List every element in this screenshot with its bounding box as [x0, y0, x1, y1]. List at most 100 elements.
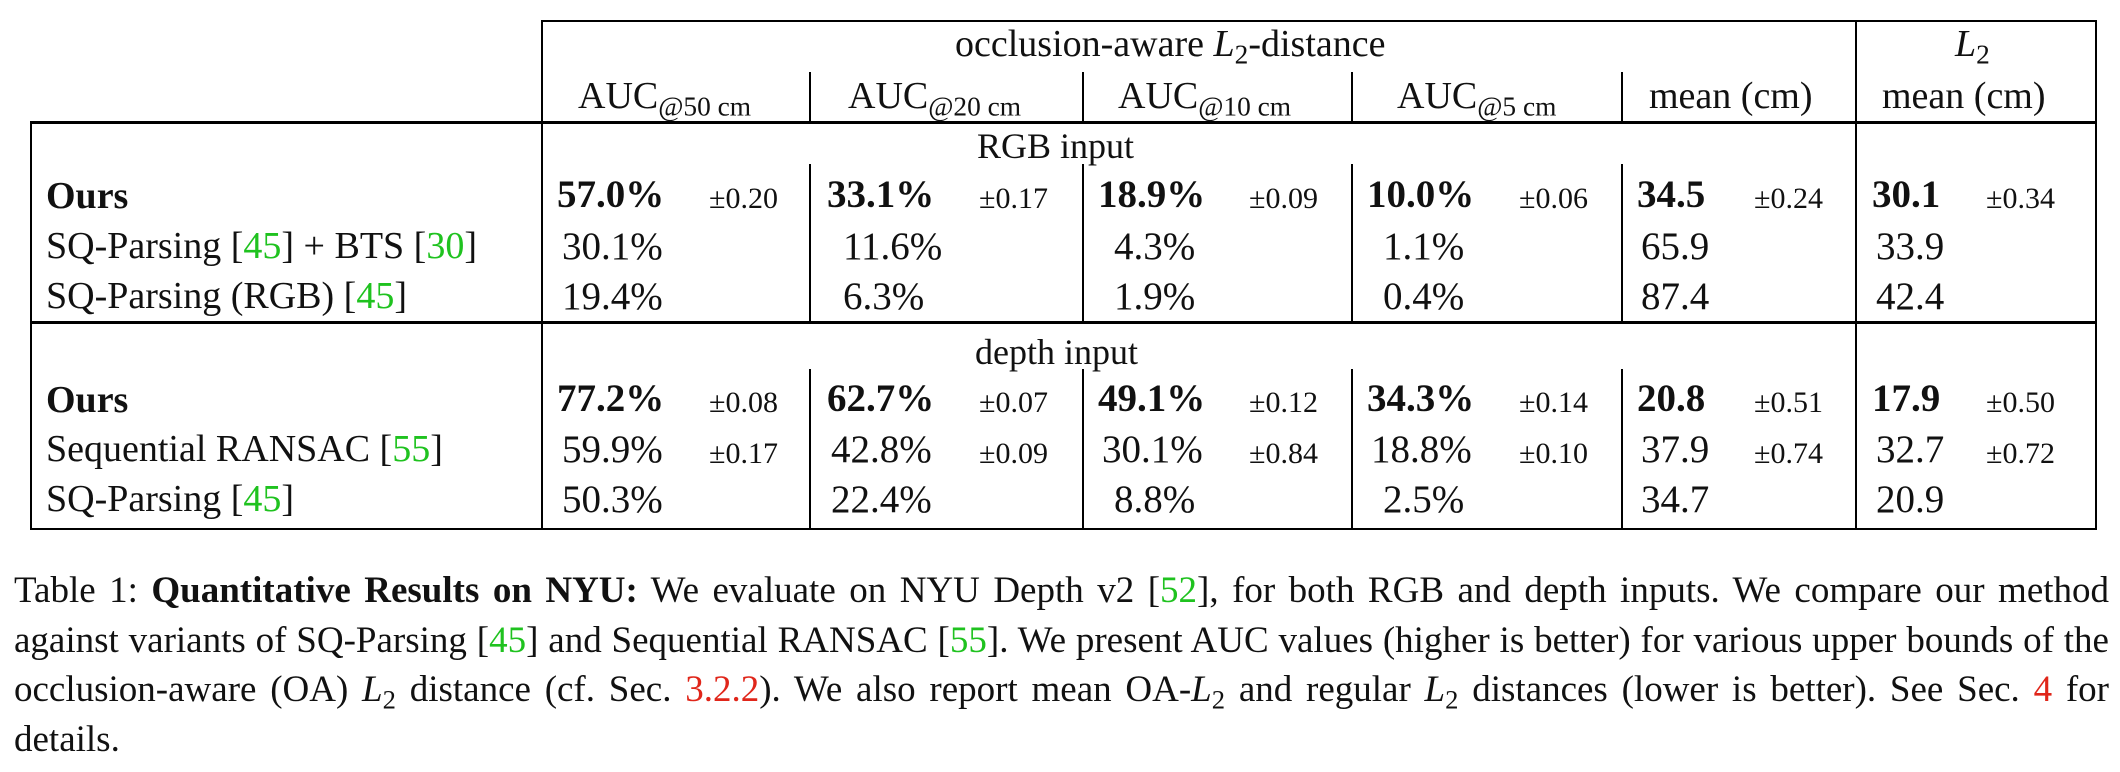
- header-auc10: AUC@10 cm: [1118, 75, 1292, 122]
- math-l2: L: [1191, 669, 1212, 710]
- cell-pm: ±0.72: [1986, 437, 2055, 470]
- method-sq-parsing-bts: SQ-Parsing [45] + BTS [30]: [46, 225, 477, 267]
- cell-value: 34.3%: [1367, 377, 1475, 420]
- cell-value: 37.9: [1641, 428, 1710, 471]
- math-l2: L: [362, 669, 383, 710]
- vrule-c1-body-b: [809, 369, 811, 530]
- vrule-c4-body-b: [1621, 369, 1623, 530]
- method-sq-parsing-rgb: SQ-Parsing (RGB) [45]: [46, 275, 407, 317]
- cell-value: 34.5: [1637, 173, 1706, 216]
- method-sequential-ransac: Sequential RANSAC [55]: [46, 428, 443, 470]
- vrule-right: [2095, 20, 2097, 530]
- caption-text: ] and Sequential RANSAC [: [526, 619, 950, 661]
- cell-value: 77.2%: [557, 377, 665, 420]
- caption-text: ]. We present AUC values (higher is bett…: [14, 619, 2109, 711]
- cell-pm: ±0.17: [709, 437, 778, 470]
- cell-value: 17.9: [1872, 377, 1941, 420]
- vrule-c1: [809, 72, 811, 124]
- cell-value: 30.1%: [562, 225, 663, 268]
- cell-pm: ±0.34: [1986, 182, 2055, 215]
- cell-value: 87.4: [1641, 275, 1710, 318]
- cell-pm: ±0.12: [1249, 386, 1318, 419]
- caption-text: We evaluate on NYU Depth v2 [: [637, 570, 1161, 611]
- citation-link[interactable]: 52: [1160, 570, 1198, 611]
- math-sub: 2: [1445, 684, 1459, 715]
- cell-pm: ±0.06: [1519, 182, 1588, 215]
- vrule-c2: [1082, 72, 1084, 124]
- cell-value: 42.4: [1876, 275, 1945, 318]
- header-auc5: AUC@5 cm: [1397, 75, 1557, 122]
- cell-pm: ±0.07: [979, 386, 1048, 419]
- vrule-l2: [1855, 20, 1857, 530]
- rule-header-bottom: [30, 121, 2097, 124]
- vrule-c3-body-a: [1351, 164, 1353, 321]
- cell-pm: ±0.74: [1754, 437, 1823, 470]
- caption-text: and regular: [1225, 669, 1425, 710]
- method-ours-depth: Ours: [46, 379, 129, 421]
- caption-label: Table 1:: [14, 570, 152, 611]
- rule-bottom: [30, 528, 2097, 530]
- caption-title: Quantitative Results on NYU:: [151, 570, 638, 611]
- table-caption: Table 1: Quantitative Results on NYU: We…: [14, 566, 2109, 764]
- caption-text: ). We also report mean OA-: [759, 669, 1192, 710]
- cell-value: 42.8%: [831, 428, 932, 471]
- cell-pm: ±0.84: [1249, 437, 1318, 470]
- cell-value: 0.4%: [1383, 275, 1465, 318]
- math-sub: 2: [382, 684, 396, 715]
- cell-value: 49.1%: [1098, 377, 1206, 420]
- cell-value: 8.8%: [1114, 478, 1196, 521]
- section-link[interactable]: 3.2.2: [685, 669, 760, 710]
- cell-pm: ±0.09: [1249, 182, 1318, 215]
- cell-value: 57.0%: [557, 173, 665, 216]
- caption-text: for details.: [14, 669, 2109, 760]
- cell-value: 32.7: [1876, 428, 1945, 471]
- cell-value: 30.1%: [1102, 428, 1203, 471]
- section-title-depth: depth input: [975, 332, 1138, 372]
- cell-pm: ±0.08: [709, 386, 778, 419]
- rule-top: [541, 20, 2097, 22]
- cell-value: 6.3%: [843, 275, 925, 318]
- citation-link[interactable]: 55: [949, 619, 987, 661]
- cell-pm: ±0.14: [1519, 386, 1588, 419]
- vrule-c3: [1351, 72, 1353, 124]
- method-ours-rgb: Ours: [46, 175, 129, 217]
- section-title-rgb: RGB input: [977, 126, 1135, 166]
- cell-value: 20.9: [1876, 478, 1945, 521]
- cell-pm: ±0.17: [979, 182, 1048, 215]
- cell-pm: ±0.50: [1986, 386, 2055, 419]
- cell-value: 62.7%: [827, 377, 935, 420]
- cell-value: 30.1: [1872, 173, 1941, 216]
- cell-value: 4.3%: [1114, 225, 1196, 268]
- caption-text: distances (lower is better). See Sec.: [1458, 669, 2034, 710]
- citation-link[interactable]: 45: [489, 619, 527, 661]
- cell-value: 18.8%: [1371, 428, 1472, 471]
- vrule-c2-body-a: [1082, 164, 1084, 321]
- cell-value: 59.9%: [562, 428, 663, 471]
- cell-value: 1.1%: [1383, 225, 1465, 268]
- cell-pm: ±0.20: [709, 182, 778, 215]
- section-link[interactable]: 4: [2033, 669, 2053, 710]
- cell-pm: ±0.09: [979, 437, 1048, 470]
- vrule-c4-body-a: [1621, 164, 1623, 321]
- header-auc50: AUC@50 cm: [578, 75, 752, 122]
- cell-pm: ±0.24: [1754, 182, 1823, 215]
- cell-value: 2.5%: [1383, 478, 1465, 521]
- header-mean-l2: mean (cm): [1882, 75, 2046, 117]
- cell-value: 33.1%: [827, 173, 935, 216]
- caption-text: ], for both RGB and depth inputs. We com…: [14, 570, 2110, 661]
- cell-value: 11.6%: [843, 225, 943, 268]
- vrule-c1-body-a: [809, 164, 811, 321]
- vrule-c4: [1621, 72, 1623, 124]
- rule-section-split: [30, 321, 2097, 324]
- caption-text: distance (cf. Sec.: [395, 669, 686, 710]
- header-mean-oa: mean (cm): [1649, 75, 1813, 117]
- math-l2: L: [1424, 669, 1446, 710]
- results-table: occlusion-aware L2-distance L2 AUC@50 cm…: [30, 20, 2097, 530]
- cell-value: 10.0%: [1367, 173, 1475, 216]
- cell-value: 34.7: [1641, 478, 1710, 521]
- cell-value: 19.4%: [562, 275, 663, 318]
- header-group-oa: occlusion-aware L2-distance: [955, 23, 1386, 70]
- cell-value: 20.8: [1637, 377, 1706, 420]
- vrule-c2-body-b: [1082, 369, 1084, 530]
- header-group-l2: L2: [1955, 23, 1990, 70]
